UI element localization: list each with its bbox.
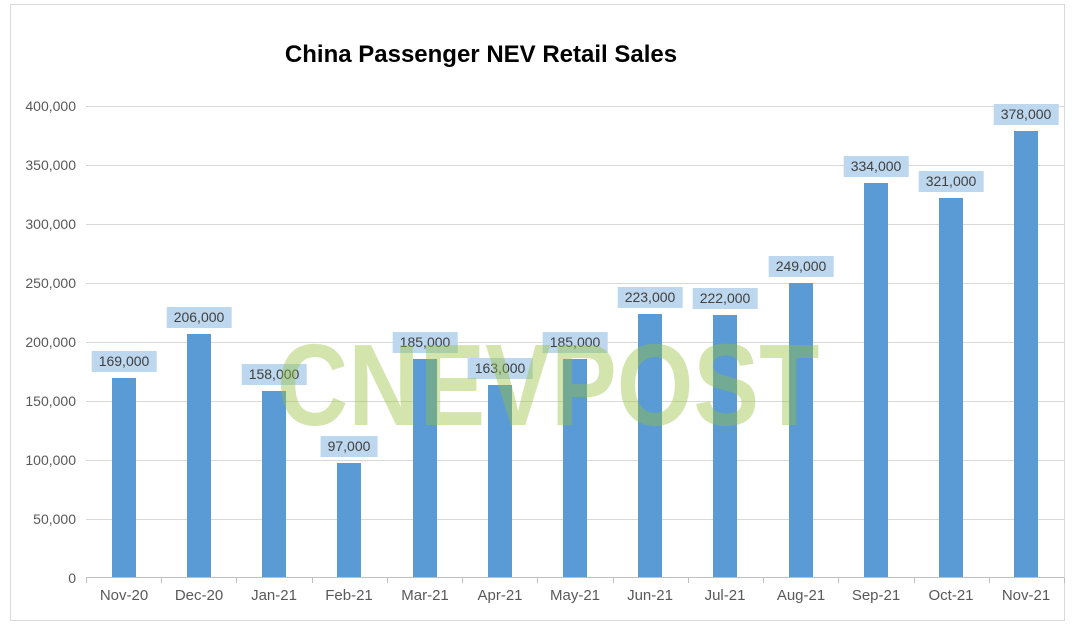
gridline (86, 106, 1064, 107)
x-tick (462, 578, 463, 583)
x-tick-label: Nov-21 (1001, 587, 1051, 604)
bar (187, 334, 211, 577)
bar (713, 315, 737, 577)
gridline (86, 224, 1064, 225)
x-tick (387, 578, 388, 583)
y-tick-label: 100,000 (25, 452, 76, 468)
x-axis: Nov-20 Dec-20 Jan-21 Feb-21 Mar-21 Apr-21 May-… (86, 587, 1064, 611)
x-tick (537, 578, 538, 583)
x-tick-label: Jul-21 (704, 587, 746, 604)
data-label: 334,000 (843, 156, 909, 177)
y-tick-label: 300,000 (25, 216, 76, 232)
bar (488, 385, 512, 577)
x-tick-label: Oct-21 (928, 587, 974, 604)
gridline (86, 283, 1064, 284)
data-label: 206,000 (166, 307, 232, 328)
data-label: 185,000 (392, 332, 458, 353)
x-tick (763, 578, 764, 583)
y-tick-label: 0 (68, 570, 76, 586)
data-label: 97,000 (320, 436, 378, 457)
x-tick-label: Nov-20 (99, 587, 149, 604)
y-axis: 400,000 350,000 300,000 250,000 200,000 150,0… (11, 98, 76, 586)
bar (638, 314, 662, 577)
x-tick (688, 578, 689, 583)
x-tick-label: Jan-21 (251, 587, 297, 604)
x-tick (989, 578, 990, 583)
x-tick-label: Apr-21 (477, 587, 523, 604)
data-label: 169,000 (91, 351, 157, 372)
y-tick-label: 250,000 (25, 275, 76, 291)
data-label: 223,000 (617, 287, 683, 308)
y-tick-label: 350,000 (25, 157, 76, 173)
bar (789, 283, 813, 577)
gridline (86, 165, 1064, 166)
chart-frame: China Passenger NEV Retail Sales 400,000… (10, 4, 1065, 621)
x-axis-line (86, 577, 1064, 578)
data-label: 158,000 (241, 364, 307, 385)
bar (864, 183, 888, 577)
y-tick-label: 400,000 (25, 98, 76, 114)
data-label: 378,000 (993, 104, 1059, 125)
bar (112, 378, 136, 577)
bar (337, 463, 361, 577)
plot-area: 169,000 206,000 158,000 97,000 185,000 163,00… (86, 104, 1064, 578)
x-tick (236, 578, 237, 583)
x-tick-label: Sep-21 (851, 587, 901, 604)
x-tick (312, 578, 313, 583)
x-tick-label: May-21 (549, 587, 601, 604)
x-tick (86, 578, 87, 583)
bar (413, 359, 437, 577)
x-tick-label: Dec-20 (174, 587, 224, 604)
x-tick (838, 578, 839, 583)
chart-title: China Passenger NEV Retail Sales (284, 41, 678, 68)
x-axis-ticks (86, 578, 1065, 584)
x-tick (1064, 578, 1065, 583)
data-label: 222,000 (692, 288, 758, 309)
y-tick-label: 50,000 (33, 511, 76, 527)
data-label: 163,000 (467, 358, 533, 379)
x-tick (161, 578, 162, 583)
bar (1014, 131, 1038, 577)
data-label: 321,000 (918, 171, 984, 192)
x-tick (613, 578, 614, 583)
x-tick-label: Mar-21 (401, 587, 449, 604)
bar (939, 198, 963, 577)
watermark: CNEVPOST (277, 320, 820, 450)
y-tick-label: 150,000 (25, 393, 76, 409)
x-tick (914, 578, 915, 583)
bar (262, 391, 286, 577)
data-label: 249,000 (768, 256, 834, 277)
x-tick-label: Aug-21 (776, 587, 826, 604)
bar (563, 359, 587, 577)
x-tick-label: Jun-21 (627, 587, 673, 604)
y-tick-label: 200,000 (25, 334, 76, 350)
data-label: 185,000 (542, 332, 608, 353)
x-tick-label: Feb-21 (325, 587, 373, 604)
